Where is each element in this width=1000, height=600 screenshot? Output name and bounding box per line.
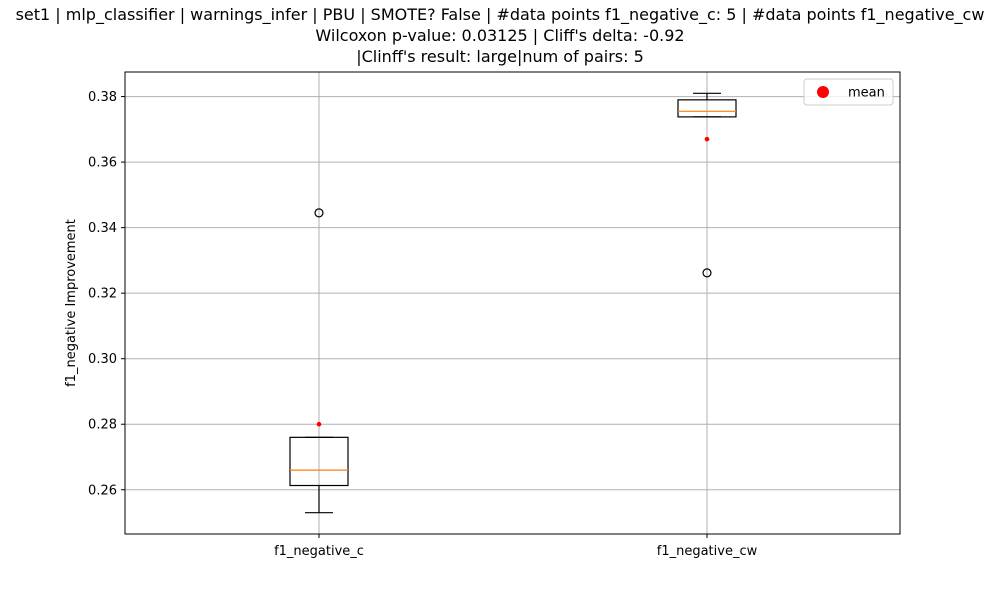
y-tick-label: 0.30 xyxy=(88,352,117,367)
legend-label: mean xyxy=(848,86,885,101)
chart-title: set1 | mlp_classifier | warnings_infer |… xyxy=(0,4,1000,67)
title-line-1: set1 | mlp_classifier | warnings_infer |… xyxy=(15,5,985,24)
y-tick-label: 0.38 xyxy=(88,90,117,105)
mean-point xyxy=(316,421,322,427)
y-axis-label: f1_negative Improvement xyxy=(64,219,79,387)
legend-marker xyxy=(817,86,829,98)
box-body xyxy=(677,99,737,118)
y-tick-label: 0.32 xyxy=(88,287,117,302)
x-tick-label: f1_negative_c xyxy=(274,544,364,559)
outlier-point xyxy=(702,268,712,278)
x-tick-label: f1_negative_cw xyxy=(657,544,758,559)
grid xyxy=(125,72,900,534)
title-line-3: |Clinff's result: large|num of pairs: 5 xyxy=(356,47,644,66)
y-tick-label: 0.36 xyxy=(88,156,117,171)
box-f1_negative_cw xyxy=(677,92,737,278)
boxes xyxy=(289,92,737,514)
y-tick-label: 0.26 xyxy=(88,483,117,498)
legend: mean xyxy=(803,78,894,106)
outlier-point xyxy=(314,208,324,218)
legend-box xyxy=(803,78,894,106)
y-tick-label: 0.28 xyxy=(88,418,117,433)
axis-ticks: 0.26 0.28 0.30 0.32 0.34 0.36 0.38 f1_negative_… xyxy=(88,90,758,559)
box-f1_negative_c xyxy=(289,208,349,514)
y-tick-label: 0.34 xyxy=(88,221,117,236)
box-body xyxy=(289,436,349,487)
title-line-2: Wilcoxon p-value: 0.03125 | Cliff's delt… xyxy=(315,26,685,45)
mean-point xyxy=(704,136,710,142)
plot-frame xyxy=(124,71,901,535)
